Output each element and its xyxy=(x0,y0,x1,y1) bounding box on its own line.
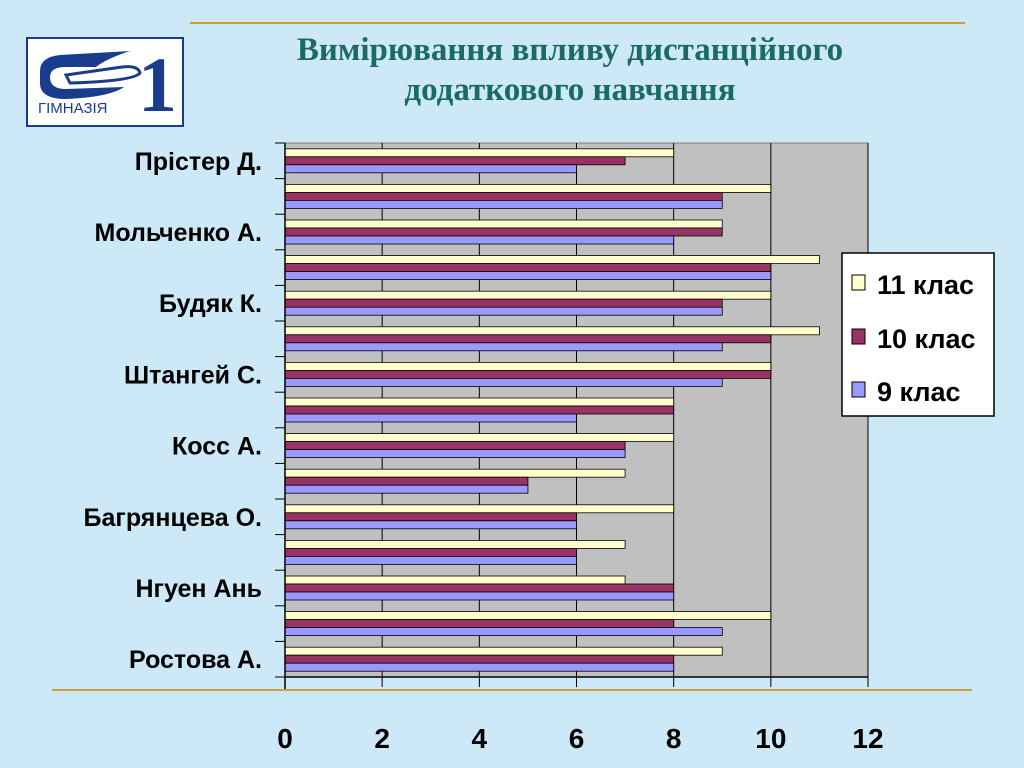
bar-row8-9 xyxy=(284,413,577,423)
bar-row4-9 xyxy=(284,271,772,281)
legend-swatch-11 xyxy=(851,274,866,291)
bar-row13-9 xyxy=(284,591,675,601)
bar-row6-10 xyxy=(284,334,772,344)
x-tick-label-10: 10 xyxy=(755,723,786,754)
bar-row8-10 xyxy=(284,405,675,415)
bar-row3-9 xyxy=(284,235,675,245)
bar-row14-10 xyxy=(284,619,675,628)
bar-row15-10 xyxy=(284,654,675,664)
top-rule xyxy=(190,22,965,24)
bar-row13-10 xyxy=(284,583,675,593)
legend-label-9: 9 клас xyxy=(877,377,961,407)
tick-labels: 0 2 4 6 8 10 12 xyxy=(277,723,883,754)
bar-row5-11 xyxy=(284,290,772,300)
bar-row8-11 xyxy=(284,397,675,407)
bar-row3-10 xyxy=(284,227,723,237)
bar-row9-9 xyxy=(284,449,626,459)
title-line-1: Вимірювання впливу дистанційного xyxy=(296,32,844,68)
bar-row6-11 xyxy=(284,326,820,336)
bar-row1-10 xyxy=(284,156,626,166)
category-labels: Прістер Д. Мольченко А. Будяк К. Штангей С.… xyxy=(84,148,262,674)
bar-row2-10 xyxy=(284,191,723,201)
bar-row10-10 xyxy=(284,476,529,486)
bar-row12-9 xyxy=(284,556,577,565)
bar-row2-9 xyxy=(284,199,723,209)
bar-row10-11 xyxy=(284,468,626,478)
legend-label-11: 11 клас xyxy=(877,270,974,300)
category-label-7: Штангей С. xyxy=(124,361,262,389)
title-line-2: додаткового навчання xyxy=(404,72,736,108)
bar-row1-9 xyxy=(284,164,577,174)
bar-row10-9 xyxy=(284,484,529,494)
legend-swatch-9 xyxy=(851,381,866,398)
legend-label-10: 10 клас xyxy=(877,324,976,354)
bar-row3-11 xyxy=(284,219,723,229)
slide-title: Вимірювання впливу дистанційного додатко… xyxy=(190,30,950,110)
bar-row7-9 xyxy=(284,377,723,387)
bar-row15-9 xyxy=(284,662,675,672)
bar-row5-9 xyxy=(284,306,723,316)
x-tick-label-0: 0 xyxy=(277,723,293,754)
legend-swatch-10 xyxy=(851,328,866,345)
bar-row11-9 xyxy=(284,520,577,530)
bar-row7-10 xyxy=(284,369,772,379)
bar-row9-10 xyxy=(284,441,626,451)
category-label-9: Косс А. xyxy=(172,433,262,461)
bottom-rule xyxy=(52,689,972,691)
x-tick-label-4: 4 xyxy=(472,723,488,754)
bar-row13-11 xyxy=(284,575,626,585)
category-label-1: Прістер Д. xyxy=(135,148,262,176)
legend-box xyxy=(841,252,995,417)
bar-row12-10 xyxy=(284,548,577,557)
category-label-5: Будяк К. xyxy=(159,290,262,318)
gymnasium-logo: 1 ГІМНАЗІЯ xyxy=(26,37,184,127)
bar-row11-11 xyxy=(284,504,675,514)
bar-row12-11 xyxy=(284,540,626,549)
bar-row15-11 xyxy=(284,646,723,656)
axes xyxy=(275,142,869,689)
bar-row11-10 xyxy=(284,512,577,522)
bars xyxy=(284,148,820,672)
category-label-13: Нгуен Ань xyxy=(135,575,262,603)
logo-number: 1 xyxy=(138,41,177,127)
legend: 11 клас 10 клас 9 клас xyxy=(841,252,995,417)
bar-row14-11 xyxy=(284,611,772,620)
bar-row14-9 xyxy=(284,627,723,636)
x-tick-label-2: 2 xyxy=(374,723,390,754)
bar-row4-10 xyxy=(284,263,772,273)
bar-row9-11 xyxy=(284,433,675,443)
category-label-3: Мольченко А. xyxy=(95,219,262,247)
category-label-11: Багрянцева О. xyxy=(84,504,262,532)
x-tick-label-6: 6 xyxy=(569,723,585,754)
x-tick-label-8: 8 xyxy=(666,723,682,754)
bar-row1-11 xyxy=(284,148,675,158)
bar-row7-11 xyxy=(284,361,772,371)
bar-row6-9 xyxy=(284,342,723,352)
x-tick-label-12: 12 xyxy=(852,723,883,754)
bar-row5-10 xyxy=(284,298,723,308)
logo-text: ГІМНАЗІЯ xyxy=(38,100,108,117)
bar-row4-11 xyxy=(284,255,820,265)
bar-row2-11 xyxy=(284,183,772,193)
category-label-15: Ростова А. xyxy=(129,646,262,674)
